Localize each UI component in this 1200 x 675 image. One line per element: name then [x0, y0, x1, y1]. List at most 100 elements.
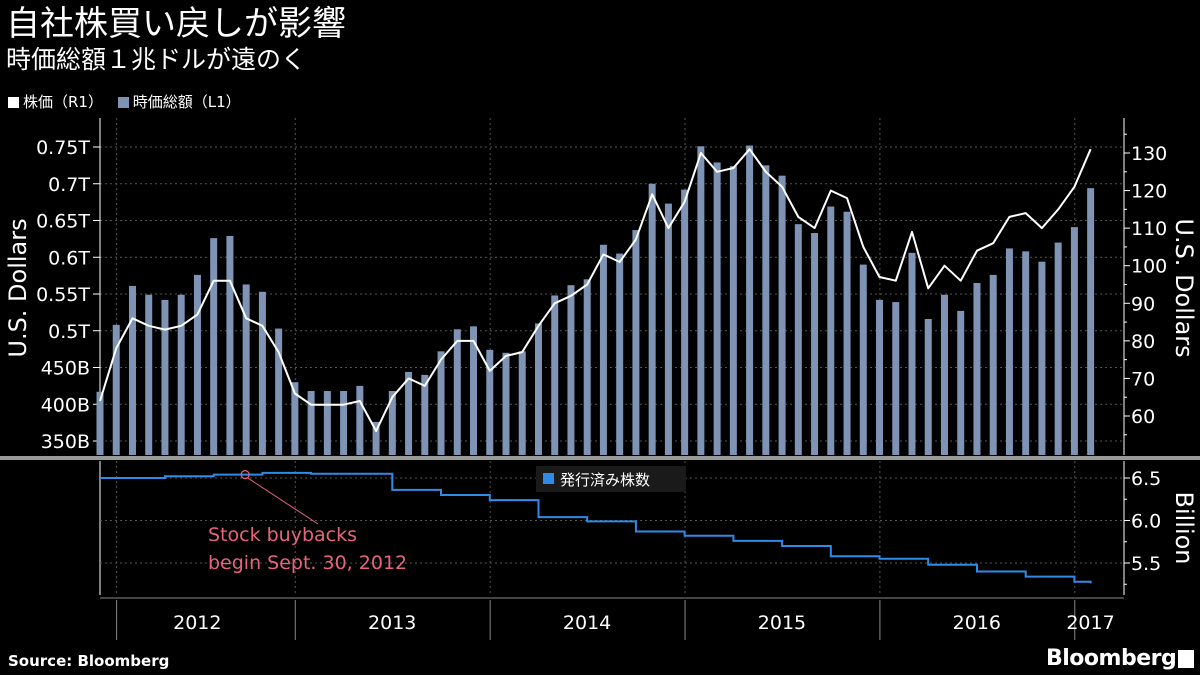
x-tick-label: 2014 [563, 612, 611, 634]
right-tick-label: 110 [1131, 218, 1167, 240]
right-tick-label: 60 [1131, 406, 1155, 428]
annotation-line-1: Stock buybacks [208, 524, 357, 546]
bar-market-cap [957, 310, 965, 455]
bar-market-cap [892, 302, 900, 455]
right-tick-label: 70 [1131, 368, 1155, 390]
shares-legend-swatch [543, 473, 554, 484]
bar-market-cap [697, 146, 705, 455]
left-tick-label: 450B [41, 358, 90, 380]
bar-market-cap [1070, 227, 1078, 455]
legend: 株価（R1） 時価総額（L1） [8, 92, 251, 112]
bar-market-cap [145, 294, 153, 455]
brand-badge-icon [1178, 650, 1194, 668]
annotation-line-2: begin Sept. 30, 2012 [208, 552, 407, 574]
bar-market-cap [681, 189, 689, 455]
bar-market-cap [1022, 251, 1030, 455]
source-note: Source: Bloomberg [8, 652, 170, 670]
legend-label-market-cap: 時価総額（L1） [132, 93, 241, 111]
bar-market-cap [1087, 188, 1095, 455]
bar-market-cap [226, 235, 234, 455]
bar-market-cap [421, 374, 429, 455]
series-line-shares [100, 471, 1092, 584]
bottom-right-tick-label: 6.0 [1131, 511, 1161, 533]
bar-market-cap [534, 323, 542, 455]
right-axis-title: U.S. Dollars [1170, 218, 1198, 357]
bar-market-cap [1005, 248, 1013, 455]
bar-market-cap [616, 253, 624, 455]
legend-swatch-market-cap [117, 97, 129, 108]
bar-market-cap [112, 324, 120, 455]
brand-logo: Bloomberg [1046, 646, 1177, 671]
bar-market-cap [210, 238, 218, 455]
right-tick-label: 100 [1131, 256, 1167, 278]
x-tick-label: 2012 [173, 612, 221, 634]
x-tick-label: 2015 [758, 612, 806, 634]
bar-market-cap [811, 232, 819, 455]
bar-market-cap [876, 299, 884, 455]
left-tick-label: 350B [41, 431, 90, 453]
bar-market-cap [729, 166, 737, 456]
bar-market-cap [502, 352, 510, 455]
bar-market-cap [275, 328, 283, 455]
bar-market-cap [161, 299, 169, 455]
bar-market-cap [794, 224, 802, 455]
chart-subtitle: 時価総額１兆ドルが遠のく [6, 45, 307, 74]
bar-market-cap [1054, 242, 1062, 455]
left-tick-label: 0.65T [36, 211, 90, 233]
left-tick-label: 0.6T [48, 247, 90, 269]
bottom-right-tick-label: 5.5 [1131, 553, 1161, 575]
right-tick-label: 80 [1131, 331, 1155, 353]
bar-market-cap [648, 183, 656, 455]
bar-market-cap [908, 252, 916, 455]
x-tick-label: 2017 [1066, 612, 1114, 634]
bar-market-cap [96, 391, 104, 455]
right-tick-label: 90 [1131, 293, 1155, 315]
chart-title: 自社株買い戻しが影響 [6, 4, 346, 44]
bar-market-cap [778, 175, 786, 456]
legend-item-market-cap: 時価総額（L1） [117, 92, 241, 112]
right-tick-label: 130 [1131, 143, 1167, 165]
bar-market-cap [583, 279, 591, 455]
bar-market-cap [713, 162, 721, 455]
annotation-marker [240, 470, 250, 480]
bar-market-cap [859, 264, 867, 455]
bar-market-cap [973, 282, 981, 455]
left-tick-label: 0.55T [36, 284, 90, 306]
bar-market-cap [453, 329, 461, 455]
annotation-leader-line [246, 477, 319, 525]
bar-market-cap [746, 145, 754, 455]
bar-market-cap [323, 391, 331, 455]
bar-market-cap [486, 349, 494, 455]
bar-market-cap [827, 206, 835, 455]
bar-market-cap [599, 244, 607, 455]
bar-market-cap [762, 165, 770, 455]
bar-market-cap [1038, 261, 1046, 455]
bar-market-cap [843, 211, 851, 455]
bar-market-cap [437, 351, 445, 455]
legend-label-price: 株価（R1） [23, 93, 103, 111]
bar-market-cap [356, 385, 364, 455]
left-tick-label: 400B [41, 394, 90, 416]
legend-swatch-price [8, 97, 19, 108]
bar-market-cap [242, 284, 250, 455]
bar-market-cap [291, 382, 299, 455]
left-tick-label: 0.75T [36, 137, 90, 159]
bar-market-cap [567, 285, 575, 455]
bar-market-cap [924, 318, 932, 455]
bar-market-cap [405, 371, 413, 455]
legend-item-price: 株価（R1） [8, 92, 103, 112]
shares-legend-label: 発行済み株数 [560, 471, 650, 489]
bar-market-cap [989, 274, 997, 455]
x-tick-label: 2013 [368, 612, 416, 634]
bar-market-cap [551, 295, 559, 455]
series-line-price [99, 148, 1092, 432]
right-tick-label: 120 [1131, 181, 1167, 203]
bar-market-cap [388, 391, 396, 455]
bar-market-cap [340, 391, 348, 455]
bar-market-cap [632, 230, 640, 455]
bar-market-cap [128, 285, 136, 455]
x-tick-label: 2016 [953, 612, 1001, 634]
bar-market-cap [307, 391, 315, 455]
bar-market-cap [177, 294, 185, 455]
